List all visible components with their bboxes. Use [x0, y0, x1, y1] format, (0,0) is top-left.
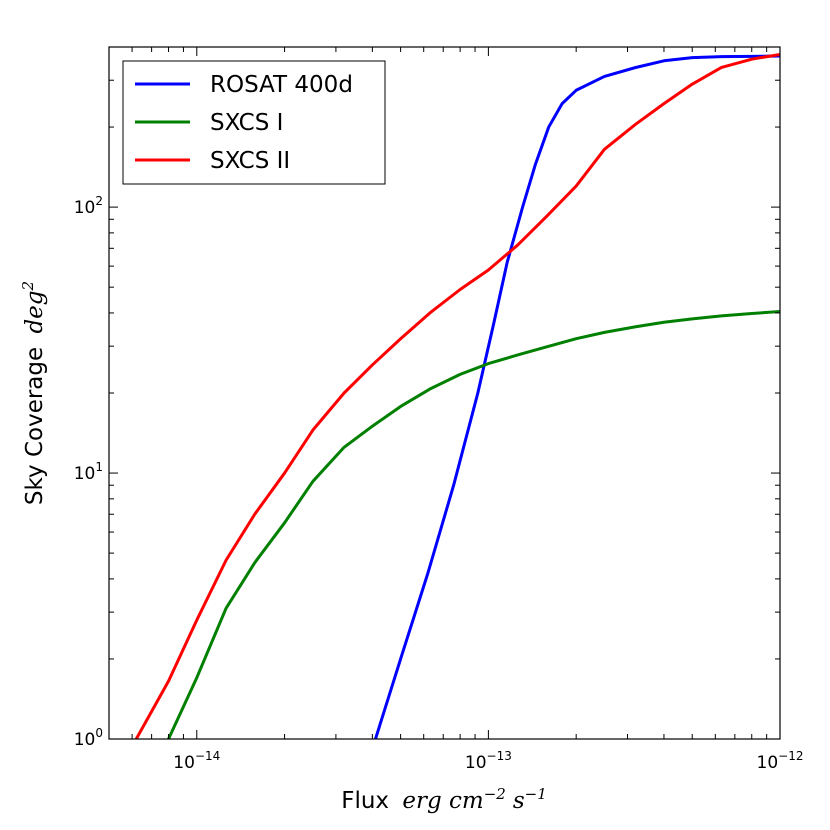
legend-box	[122, 60, 386, 185]
x-axis-label-text: Flux	[341, 788, 389, 814]
x-tick-label: 10−14	[173, 749, 220, 773]
series-line-sxcs-i	[167, 310, 780, 739]
x-tick-label: 10−12	[757, 749, 804, 773]
x-axis-label-exp1: −2	[484, 785, 506, 803]
y-axis-label: Sky Coverage deg2	[19, 281, 48, 505]
legend-label-sxcs-i: SXCS I	[210, 110, 283, 136]
x-tick-label: 10−13	[465, 749, 512, 773]
legend-label-sxcs-ii: SXCS II	[210, 148, 290, 174]
x-axis-label-units-2: s	[513, 788, 525, 814]
x-axis-label: Flux erg cm−2 s−1	[341, 785, 547, 814]
y-axis-label-exp: 2	[19, 281, 37, 292]
y-tick-label: 101	[74, 460, 103, 484]
series-line-sxcs-ii	[134, 52, 780, 739]
y-axis-label-text: Sky Coverage	[22, 347, 48, 505]
x-axis-label-units: erg cm	[402, 788, 483, 814]
legend-label-rosat-400d: ROSAT 400d	[210, 72, 353, 98]
y-tick-label: 102	[74, 194, 103, 218]
x-axis-label-exp2: −1	[525, 785, 547, 803]
y-tick-label: 100	[74, 726, 103, 750]
series-line-rosat-400d	[374, 54, 780, 739]
y-axis-label-units: deg	[22, 290, 48, 333]
legend: ROSAT 400d SXCS I SXCS II	[122, 60, 386, 185]
